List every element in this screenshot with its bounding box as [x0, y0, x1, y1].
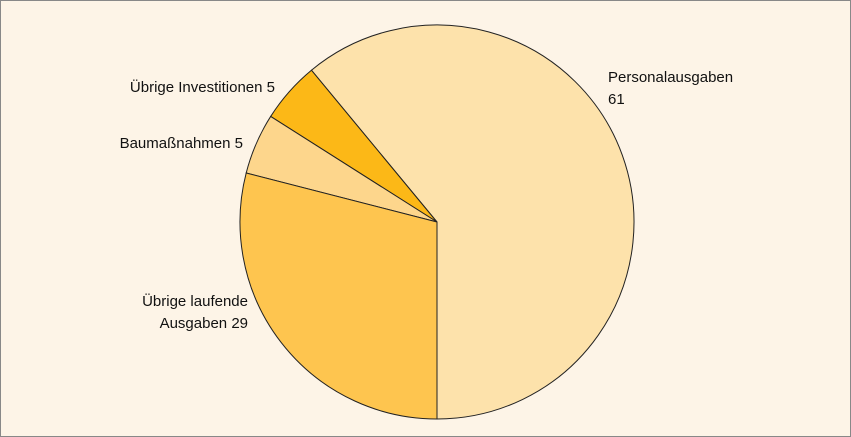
category-name: Personalausgaben — [608, 69, 734, 86]
slice-label: Übrige laufende Ausgaben 29 — [78, 291, 248, 335]
value-label: 29 — [231, 315, 248, 332]
slice-label: Personalausgaben 61 — [608, 67, 748, 111]
category-name: Baumaßnahmen — [119, 135, 231, 152]
slice-label: Übrige Investitionen 5 — [25, 77, 275, 99]
pie-slice — [310, 24, 635, 420]
pie-slice — [239, 172, 438, 420]
category-name: Übrige Investitionen — [129, 79, 263, 96]
value-label: 61 — [608, 91, 625, 108]
value-label: 5 — [266, 79, 275, 96]
category-name: Übrige laufende Ausgaben — [142, 293, 248, 332]
slice-label: Baumaßnahmen 5 — [43, 133, 243, 155]
value-label: 5 — [234, 135, 243, 152]
